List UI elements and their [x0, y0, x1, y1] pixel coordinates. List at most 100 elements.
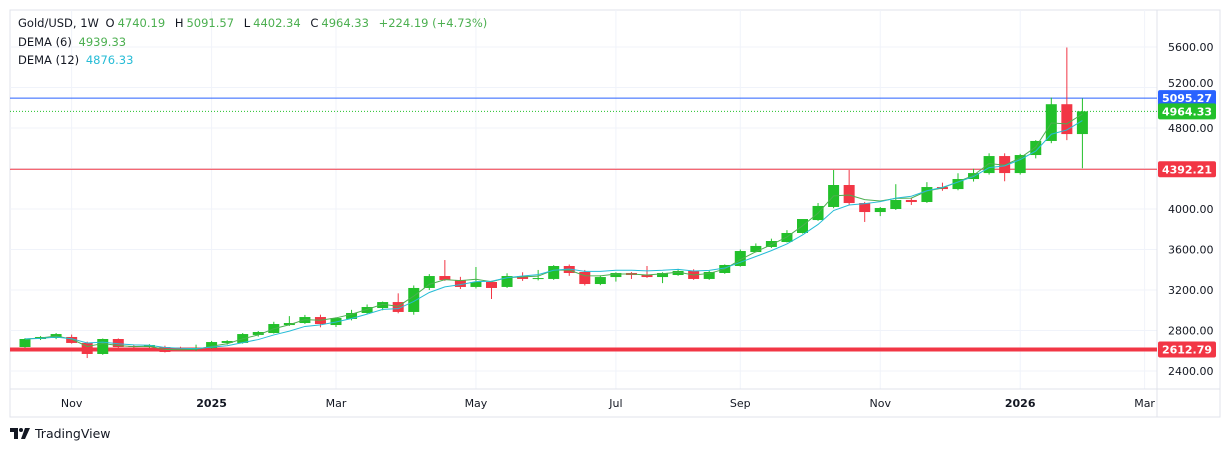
- price-tick-label: 5600.00: [1168, 41, 1214, 54]
- candle-down: [859, 201, 871, 222]
- candle-up: [1030, 140, 1042, 159]
- candle-body: [672, 270, 684, 276]
- open-value: 4740.19: [117, 16, 166, 30]
- candle-down: [905, 197, 917, 205]
- candle-up: [423, 274, 435, 290]
- time-tick-label: Nov: [870, 397, 892, 410]
- candle-body: [983, 156, 995, 174]
- candle-body: [890, 199, 902, 209]
- candle-up: [703, 270, 715, 280]
- candle-down: [1061, 47, 1073, 141]
- candle-up: [890, 184, 902, 211]
- dema12-row[interactable]: DEMA (12) 4876.33: [18, 51, 490, 70]
- candle-body: [206, 342, 218, 349]
- price-level-label: 4964.33: [1162, 105, 1212, 118]
- candle-body: [252, 332, 264, 335]
- candle-up: [1045, 97, 1057, 144]
- candle-body: [999, 156, 1011, 174]
- symbol-label[interactable]: Gold/USD, 1W: [18, 16, 99, 30]
- candle-body: [470, 282, 482, 287]
- candle-up: [921, 182, 933, 203]
- change-value: +224.19 (+4.73%): [378, 16, 488, 30]
- candle-body: [1014, 155, 1026, 174]
- candle-body: [905, 199, 917, 203]
- price-tick-label: 3200.00: [1168, 284, 1214, 297]
- candle-up: [765, 238, 777, 248]
- price-level-label: 5095.27: [1162, 92, 1212, 105]
- candle-body: [221, 341, 233, 343]
- candle-body: [66, 336, 78, 343]
- price-tick-label: 3600.00: [1168, 244, 1214, 257]
- tradingview-logo[interactable]: TradingView: [10, 426, 111, 441]
- candle-body: [657, 272, 669, 278]
- price-level-badge: [1158, 90, 1216, 107]
- low-label: L: [243, 16, 251, 30]
- candle-body: [97, 339, 109, 354]
- candle-body: [19, 339, 31, 348]
- candle-body: [517, 276, 529, 279]
- close-label: C: [310, 16, 319, 30]
- candle-down: [843, 170, 855, 205]
- low-value: 4402.34: [253, 16, 301, 30]
- candle-body: [112, 339, 124, 348]
- high-value: 5091.57: [186, 16, 235, 30]
- time-tick-label: Nov: [61, 397, 83, 410]
- chart-legend: Gold/USD, 1W O 4740.19 H 5091.57 L 4402.34 …: [18, 14, 490, 70]
- candle-down: [641, 266, 653, 278]
- candle-body: [439, 276, 451, 280]
- tradingview-logo-icon: [10, 428, 30, 439]
- candle-body: [1076, 111, 1088, 135]
- candle-body: [641, 275, 653, 278]
- candle-body: [579, 271, 591, 285]
- ohlc-row: Gold/USD, 1W O 4740.19 H 5091.57 L 4402.34 …: [18, 14, 490, 33]
- chart-frame: [9, 9, 1221, 418]
- candle-body: [423, 276, 435, 288]
- candle-up: [594, 275, 606, 286]
- price-tick-label: 4800.00: [1168, 122, 1214, 135]
- candle-body: [843, 185, 855, 204]
- price-tick-label: 2800.00: [1168, 325, 1214, 338]
- candle-down: [439, 260, 451, 281]
- candle-body: [377, 302, 389, 309]
- candle-body: [346, 312, 358, 319]
- dema12-line: [24, 120, 1083, 350]
- close-value: 4964.33: [321, 16, 369, 30]
- price-level-badge: [1158, 103, 1216, 120]
- candle-up: [252, 331, 264, 337]
- dema12-value: 4876.33: [85, 53, 134, 67]
- candle-body: [548, 266, 560, 279]
- high-label: H: [174, 16, 184, 30]
- candle-body: [952, 179, 964, 190]
- time-tick-label: Mar: [326, 397, 347, 410]
- candle-up: [548, 265, 560, 280]
- candle-body: [594, 277, 606, 285]
- dema6-row[interactable]: DEMA (6) 4939.33: [18, 33, 490, 52]
- time-tick-label: 2025: [196, 397, 227, 410]
- time-tick-label: Jul: [608, 397, 622, 410]
- candle-down: [999, 153, 1011, 182]
- candle-up: [1014, 153, 1026, 175]
- candle-down: [486, 280, 497, 300]
- candle-down: [454, 276, 466, 289]
- time-tick-label: May: [465, 397, 488, 410]
- candle-body: [392, 302, 404, 312]
- price-level-label: 4392.21: [1162, 163, 1212, 176]
- candle-body: [408, 287, 420, 312]
- candle-up: [874, 206, 886, 217]
- candle-body: [361, 307, 373, 313]
- candle-body: [532, 278, 544, 280]
- candle-body: [454, 279, 466, 287]
- candle-up: [377, 301, 389, 311]
- candle-body: [610, 272, 622, 278]
- brand-label: TradingView: [35, 426, 111, 441]
- candle-body: [921, 187, 933, 203]
- price-level-badge: [1158, 161, 1216, 178]
- candle-up: [470, 267, 482, 289]
- price-level-label: 2612.79: [1162, 343, 1212, 356]
- candle-up: [734, 249, 746, 267]
- candle-body: [874, 207, 886, 213]
- dema6-label: DEMA (6): [18, 34, 72, 49]
- candle-body: [703, 271, 715, 279]
- candle-down: [392, 293, 404, 314]
